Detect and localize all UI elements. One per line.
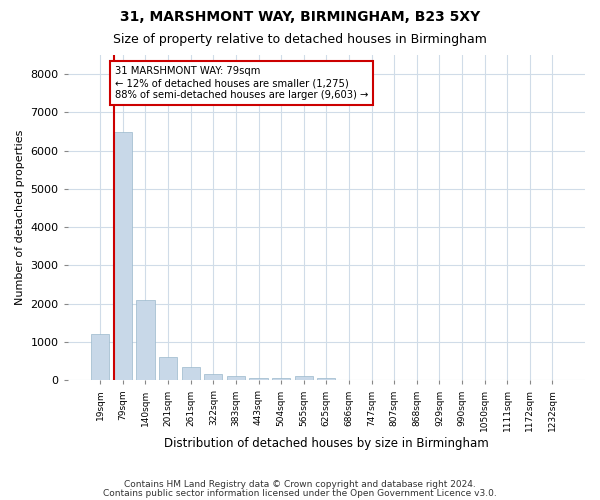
X-axis label: Distribution of detached houses by size in Birmingham: Distribution of detached houses by size … — [164, 437, 489, 450]
Bar — [250, 378, 268, 380]
Text: 31, MARSHMONT WAY, BIRMINGHAM, B23 5XY: 31, MARSHMONT WAY, BIRMINGHAM, B23 5XY — [120, 10, 480, 24]
Bar — [182, 367, 200, 380]
Bar — [295, 376, 313, 380]
Text: Size of property relative to detached houses in Birmingham: Size of property relative to detached ho… — [113, 32, 487, 46]
Bar — [136, 300, 155, 380]
Text: Contains HM Land Registry data © Crown copyright and database right 2024.: Contains HM Land Registry data © Crown c… — [124, 480, 476, 489]
Bar — [91, 334, 109, 380]
Text: Contains public sector information licensed under the Open Government Licence v3: Contains public sector information licen… — [103, 489, 497, 498]
Bar — [204, 374, 223, 380]
Bar — [114, 132, 132, 380]
Text: 31 MARSHMONT WAY: 79sqm
← 12% of detached houses are smaller (1,275)
88% of semi: 31 MARSHMONT WAY: 79sqm ← 12% of detache… — [115, 66, 368, 100]
Bar — [159, 358, 177, 380]
Bar — [272, 378, 290, 380]
Y-axis label: Number of detached properties: Number of detached properties — [15, 130, 25, 306]
Bar — [227, 376, 245, 380]
Bar — [317, 378, 335, 380]
